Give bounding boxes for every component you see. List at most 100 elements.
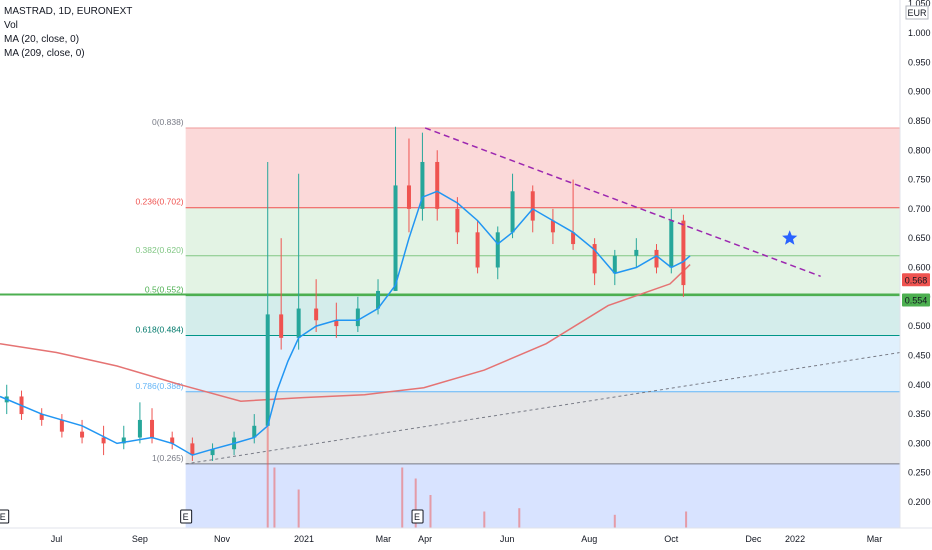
volume-bar	[613, 514, 616, 528]
fib-zone	[185, 335, 901, 392]
price-axis-tick: 0.850	[908, 116, 931, 126]
volume-bar	[483, 511, 486, 528]
falling-trendline[interactable]	[424, 127, 821, 277]
fib-zone	[185, 127, 901, 208]
fib-zone	[185, 207, 901, 256]
candle-body	[279, 314, 284, 338]
time-axis-tick: Mar	[376, 534, 392, 544]
candle-body	[592, 244, 597, 274]
candle-body	[393, 185, 398, 291]
symbol-title: MASTRAD, 1D, EURONEXT	[4, 6, 133, 17]
candle-body	[296, 308, 301, 338]
chart-legend: MASTRAD, 1D, EURONEXT Vol MA (20, close,…	[4, 5, 132, 61]
price-axis-tick: 0.700	[908, 204, 931, 214]
ma20-indicator-label[interactable]: MA (20, close, 0)	[4, 34, 80, 45]
volume-bar	[518, 508, 521, 528]
price-axis-tick: 0.400	[908, 380, 931, 390]
candle-body	[634, 249, 639, 256]
volume-indicator-label[interactable]: Vol	[4, 20, 18, 31]
time-axis-tick: Jun	[500, 534, 515, 544]
ma209-indicator-label[interactable]: MA (209, close, 0)	[4, 48, 85, 59]
candle-body	[376, 290, 381, 309]
fib-level-label: 0(0.838)	[152, 117, 184, 127]
earnings-marker[interactable]	[0, 509, 10, 524]
earnings-marker-label: E	[0, 512, 6, 522]
price-axis-tick: 0.500	[908, 321, 931, 331]
candle-body	[39, 414, 44, 420]
time-axis-tick: 2021	[294, 534, 314, 544]
volume-bar	[297, 489, 300, 528]
candle-body	[101, 437, 106, 444]
price-tag	[902, 293, 930, 307]
star-icon[interactable]	[782, 230, 798, 245]
candle-body	[355, 308, 360, 327]
candle-body	[406, 185, 411, 209]
candle-body	[681, 220, 686, 286]
candle-body	[121, 437, 126, 444]
candle-body	[420, 161, 425, 209]
earnings-marker-label: E	[414, 512, 420, 522]
fib-level-label: 0.382(0.620)	[135, 245, 183, 255]
candle-body	[550, 220, 555, 233]
candle-body	[530, 191, 535, 221]
price-tag	[902, 273, 930, 287]
candle-body	[59, 419, 64, 432]
ma20-line	[0, 190, 691, 456]
candle-body	[252, 425, 257, 438]
price-axis-tick: 1.050	[908, 0, 931, 9]
fib-zone	[185, 295, 901, 336]
volume-bar	[685, 511, 688, 528]
price-axis-tick: 0.600	[908, 263, 931, 273]
volume-bar	[429, 495, 432, 528]
earnings-marker[interactable]	[411, 509, 424, 524]
volume-bar	[266, 418, 269, 528]
currency-label: EUR	[907, 8, 927, 18]
price-tag-label: 0.554	[905, 295, 928, 305]
fib-level-label: 0.236(0.702)	[135, 197, 183, 207]
time-axis-tick: Oct	[664, 534, 679, 544]
fib-level-label: 0.618(0.484)	[135, 325, 183, 335]
fib-level-label: 0.786(0.388)	[135, 381, 183, 391]
time-axis-tick: Jul	[51, 534, 63, 544]
fib-zone	[185, 255, 901, 296]
candle-body	[265, 314, 270, 426]
candle-body	[210, 449, 215, 456]
candle-body	[150, 419, 155, 438]
time-axis-tick: Nov	[214, 534, 231, 544]
time-axis-tick: Dec	[745, 534, 762, 544]
time-axis-tick: Sep	[132, 534, 148, 544]
fib-zone	[185, 463, 901, 528]
candle-body	[475, 232, 480, 268]
price-axis-tick: 0.900	[908, 87, 931, 97]
price-axis-tick: 0.750	[908, 175, 931, 185]
candle-body	[510, 191, 515, 233]
candle-body	[170, 437, 175, 444]
earnings-marker-label: E	[183, 512, 189, 522]
time-axis-tick: 2022	[785, 534, 805, 544]
currency-box[interactable]	[905, 5, 929, 20]
price-axis-tick: 0.800	[908, 145, 931, 155]
candle-body	[455, 208, 460, 233]
price-axis-tick: 0.650	[908, 233, 931, 243]
volume-bar	[401, 467, 404, 528]
fib-zone	[185, 391, 901, 464]
fib-level-label: 1(0.265)	[152, 453, 184, 463]
candle-body	[314, 308, 319, 321]
candle-body	[190, 443, 195, 456]
time-axis-tick: Mar	[867, 534, 883, 544]
time-axis-tick: Apr	[418, 534, 432, 544]
price-axis-tick: 0.250	[908, 468, 931, 478]
earnings-marker[interactable]	[180, 509, 193, 524]
candle-body	[654, 249, 659, 268]
rising-trendline[interactable]	[185, 352, 901, 465]
volume-bar	[414, 478, 417, 528]
volume-bar	[273, 467, 276, 528]
candle-body	[669, 220, 674, 268]
candle-body	[612, 255, 617, 274]
candle-body	[80, 431, 85, 438]
price-axis-tick: 0.950	[908, 57, 931, 67]
time-axis-tick: Aug	[581, 534, 597, 544]
ma209-line	[0, 264, 691, 402]
fib-level-label: 0.5(0.552)	[145, 285, 184, 295]
